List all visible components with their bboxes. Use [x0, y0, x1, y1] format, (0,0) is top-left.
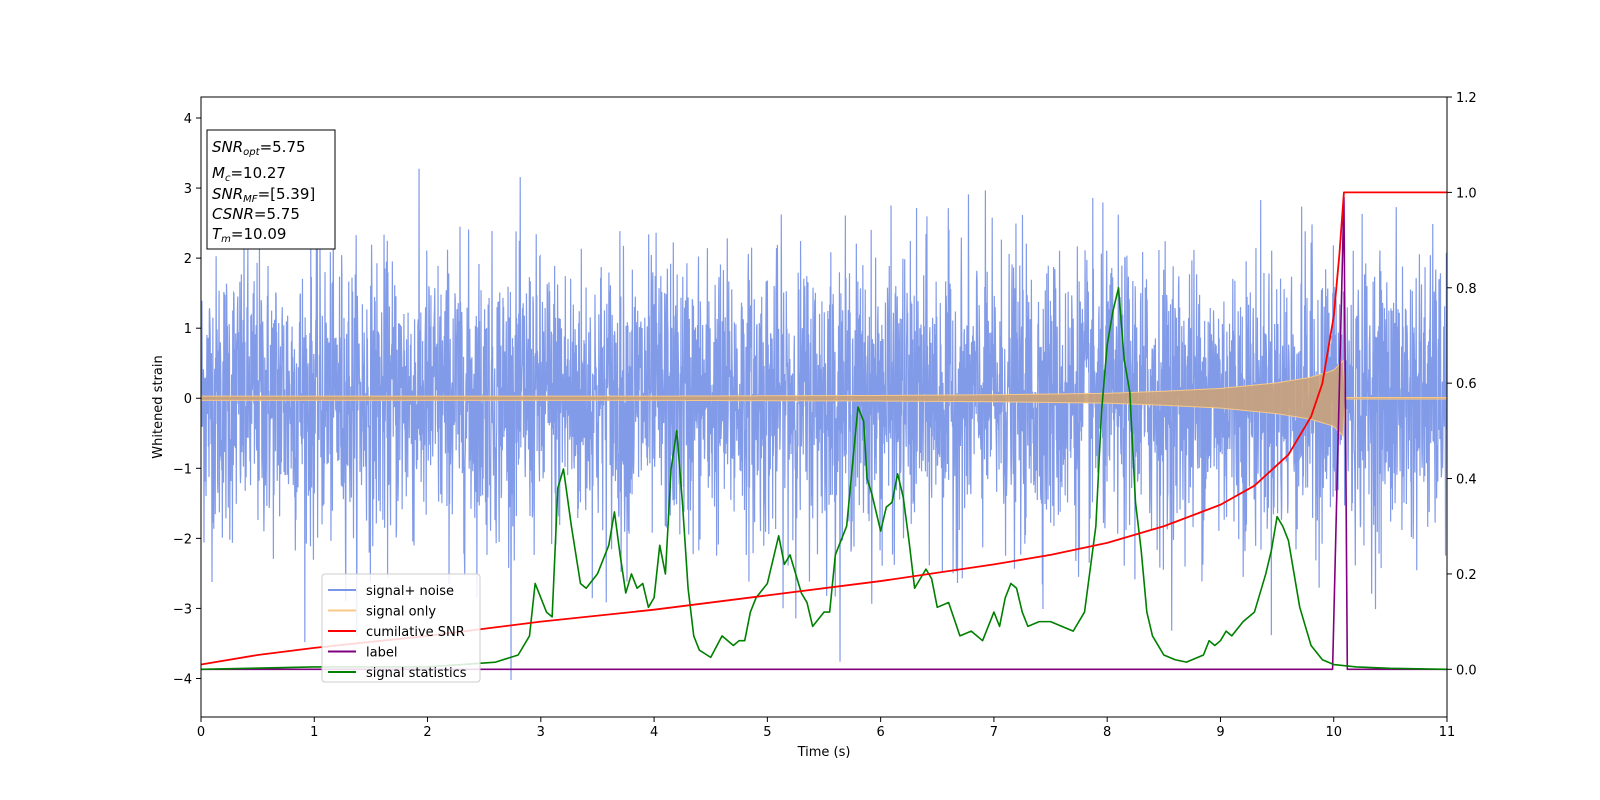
y2-tick-label: 1.0: [1456, 186, 1477, 201]
y-axis-label: Whitened strain: [151, 355, 166, 458]
info-csnr-value: =5.75: [254, 205, 300, 223]
y-tick-label: −4: [173, 672, 192, 687]
y2-tick-label: 0.6: [1456, 377, 1477, 392]
info-tm-sub: m: [221, 234, 231, 245]
series-cumulative-snr: [201, 191, 1447, 666]
info-box: SNRopt=5.75 Mc=10.27 SNRMF=[5.39] CSNR=5…: [206, 129, 336, 250]
x-tick-label: 10: [1325, 725, 1342, 740]
legend-label: label: [366, 646, 397, 661]
series-signal-statistics: [201, 286, 1447, 671]
x-tick-label: 2: [423, 725, 431, 740]
y-tick-label: −2: [173, 532, 192, 547]
y2-tick-label: 0.8: [1456, 282, 1477, 297]
info-mc-value: =10.27: [230, 164, 286, 182]
info-mc: Mc=10.27: [212, 164, 286, 184]
legend-label: signal statistics: [366, 666, 467, 681]
info-snr-mf: SNRMF=[5.39]: [212, 185, 315, 205]
series-signal-only: [201, 359, 1447, 438]
plot-frame: [200, 96, 1448, 718]
info-snr-opt-sub: opt: [243, 147, 260, 158]
x-tick-label: 5: [763, 725, 771, 740]
x-tick-label: 4: [650, 725, 658, 740]
info-box-frame: [206, 129, 336, 250]
y-tick-label: 0: [184, 392, 192, 407]
y-tick-label: 1: [184, 322, 192, 337]
legend-frame: [321, 573, 481, 683]
x-tick-label: 8: [1103, 725, 1111, 740]
y-tick-label: 4: [184, 112, 192, 127]
info-tm-symbol: T: [212, 225, 223, 243]
info-snr-mf-symbol: SNR: [212, 185, 243, 203]
x-tick-label: 7: [990, 725, 998, 740]
x-tick-label: 3: [537, 725, 545, 740]
y2-tick-label: 1.2: [1456, 91, 1477, 106]
info-tm-value: =10.09: [231, 225, 287, 243]
x-axis-label: Time (s): [797, 745, 851, 760]
y-tick-label: −3: [173, 602, 192, 617]
x-tick-label: 0: [197, 725, 205, 740]
x-tick-label: 11: [1439, 725, 1456, 740]
y-tick-label: 2: [184, 252, 192, 267]
legend-items: signal+ noise signal only cumilative SNR la…: [328, 584, 467, 681]
legend-label: signal only: [366, 605, 436, 620]
plot-area: [201, 168, 1447, 680]
legend-label: cumilative SNR: [366, 625, 465, 640]
info-csnr: CSNR=5.75: [212, 205, 300, 223]
info-tm: Tm=10.09: [212, 225, 286, 245]
info-snr-opt-value: =5.75: [260, 138, 306, 156]
y2-tick-label: 0.4: [1456, 473, 1477, 488]
info-csnr-symbol: CSNR: [212, 205, 254, 223]
info-snr-mf-sub: MF: [243, 194, 258, 205]
y-tick-label: 3: [184, 182, 192, 197]
y2-tick-label: 0.0: [1456, 663, 1477, 678]
y-tick-label: −1: [173, 462, 192, 477]
info-snr-opt-symbol: SNR: [212, 138, 243, 156]
info-mc-sub: c: [225, 173, 231, 184]
x-tick-label: 6: [876, 725, 884, 740]
legend-label: signal+ noise: [366, 584, 454, 599]
axes-ticks: 0 1 2 3 4 5 6 7 8 9 10 11 −4 −3 −2 −1 0 1 2 3 4 0.0 0.2 0.4 0.6 0…: [173, 91, 1477, 740]
x-tick-label: 9: [1216, 725, 1224, 740]
info-snr-mf-value: =[5.39]: [258, 185, 316, 203]
y2-tick-label: 0.2: [1456, 568, 1477, 583]
x-tick-label: 1: [310, 725, 318, 740]
info-mc-symbol: M: [212, 164, 225, 182]
legend: signal+ noise signal only cumilative SNR la…: [321, 573, 481, 683]
info-snr-opt: SNRopt=5.75: [212, 138, 306, 158]
